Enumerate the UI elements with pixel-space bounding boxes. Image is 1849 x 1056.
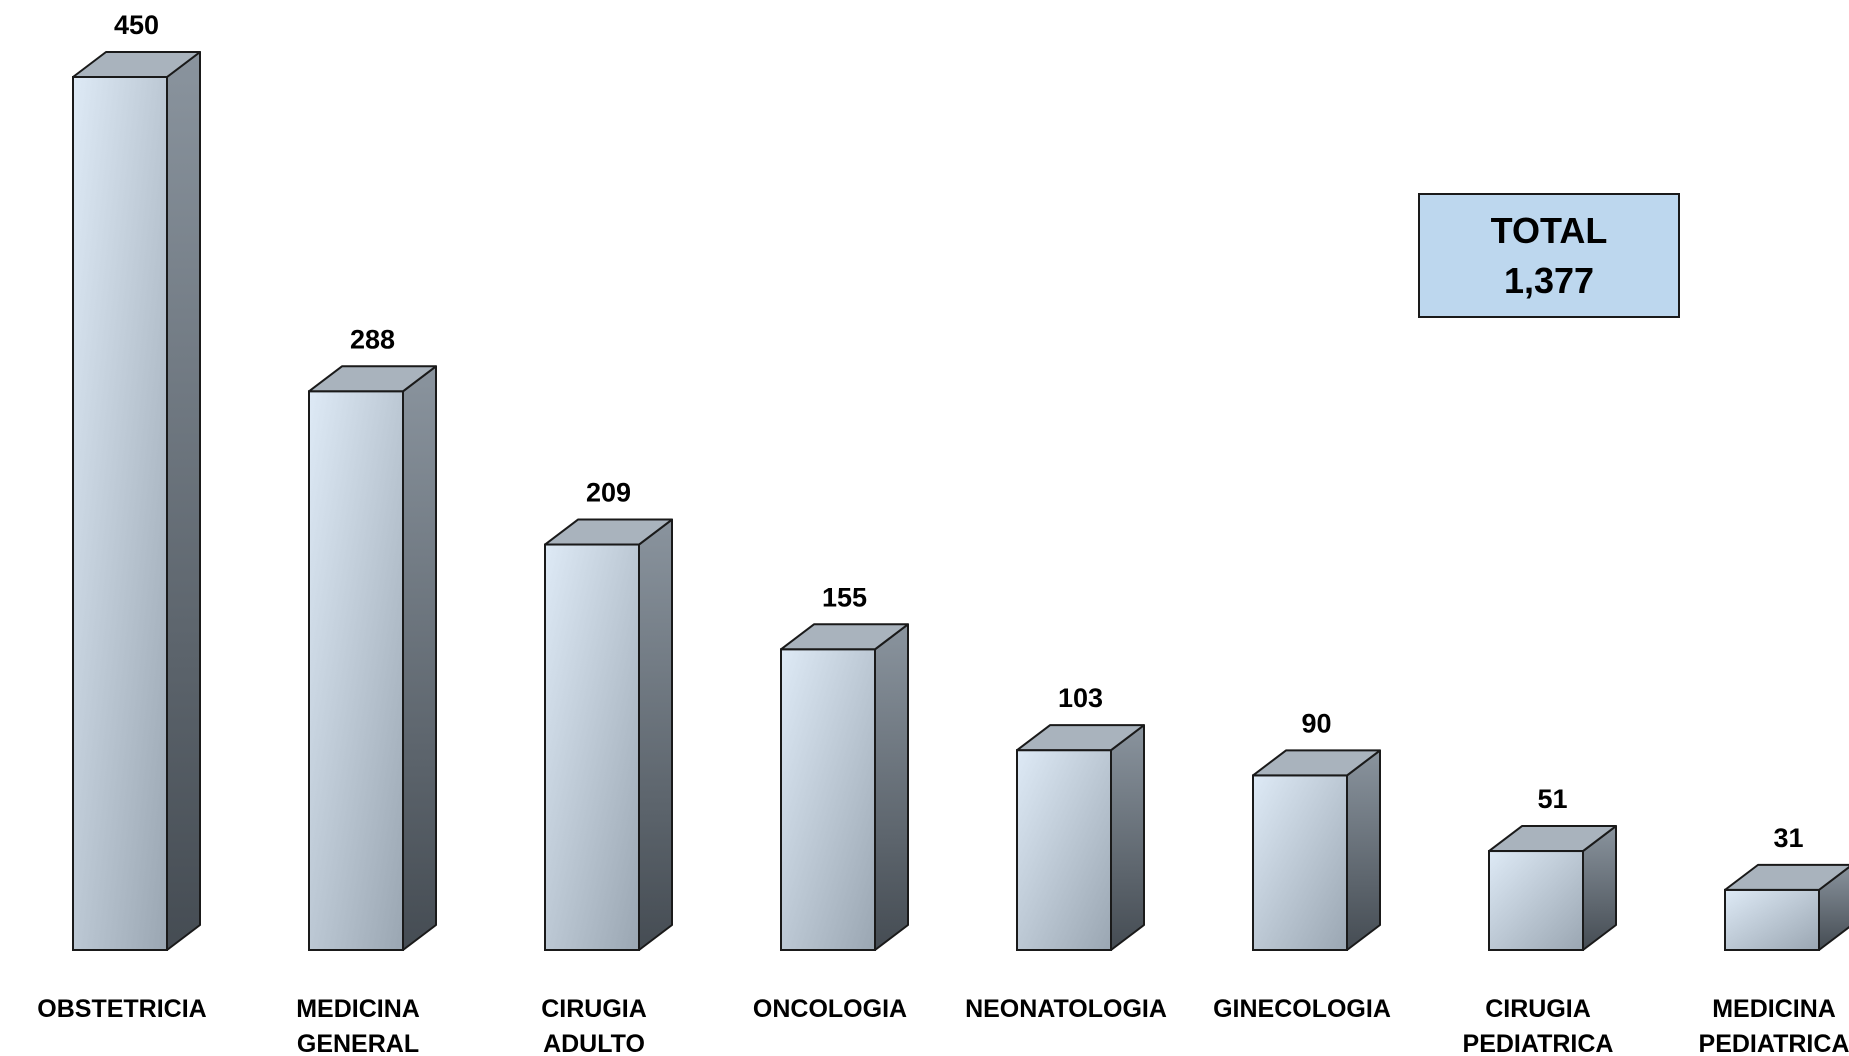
- bar: [72, 51, 201, 951]
- bar-value-label: 51: [1537, 784, 1567, 814]
- bar-top-face: [1488, 825, 1617, 853]
- category-label: NEONATOLOGIA: [965, 995, 1167, 1023]
- category-label: CIRUGIA: [1485, 995, 1591, 1023]
- bar: [1252, 749, 1381, 952]
- bar-front-face: [308, 390, 404, 951]
- bar-value-label: 288: [350, 324, 395, 354]
- bar-value-label: 103: [1058, 683, 1103, 713]
- value-labels-group: 450 288 209 155 103 90 51 31: [114, 10, 1804, 853]
- bar-side-face: [874, 623, 909, 951]
- bar-front-face: [72, 76, 168, 951]
- bar-front-face: [1252, 774, 1348, 952]
- category-label: OBSTETRICIA: [37, 995, 206, 1023]
- bar-front-face: [780, 648, 876, 951]
- category-labels-group: OBSTETRICIA MEDICINA GENERAL CIRUGIA ADULTO O…: [37, 995, 1849, 1056]
- bar-side-face: [638, 518, 673, 951]
- bar-top-face: [1016, 724, 1145, 752]
- bar-front-face: [544, 543, 640, 951]
- bar-value-label: 90: [1301, 708, 1331, 738]
- bar: [308, 365, 437, 951]
- total-box: TOTAL 1,377: [1418, 193, 1680, 318]
- total-label: TOTAL: [1490, 209, 1608, 251]
- category-label: GENERAL: [297, 1030, 419, 1056]
- category-label: CIRUGIA: [541, 995, 647, 1023]
- bar-top-face: [1724, 863, 1849, 891]
- bars-group: [72, 51, 1849, 952]
- bar-front-face: [1488, 850, 1584, 951]
- bar-top-face: [72, 51, 201, 78]
- bar-side-face: [1110, 724, 1145, 951]
- bar-value-label: 209: [586, 478, 631, 508]
- bar-front-face: [1016, 749, 1112, 951]
- bar-top-face: [1252, 749, 1381, 777]
- bar-top-face: [780, 623, 909, 651]
- bar-top-face: [544, 518, 673, 546]
- category-label: ADULTO: [543, 1030, 645, 1056]
- category-label: MEDICINA: [1712, 995, 1836, 1023]
- bar-side-face: [1346, 749, 1381, 951]
- category-label: GINECOLOGIA: [1213, 995, 1391, 1023]
- category-label: PEDIATRICA: [1463, 1030, 1614, 1056]
- bar-top-face: [308, 365, 437, 393]
- total-value: 1,377: [1503, 259, 1595, 301]
- bar-side-face: [166, 51, 201, 951]
- category-label: MEDICINA: [296, 995, 420, 1023]
- bar-front-face: [1724, 888, 1820, 951]
- bar-side-face: [402, 365, 437, 951]
- bar-value-label: 31: [1773, 823, 1803, 853]
- bar: [1016, 724, 1145, 951]
- bar-value-label: 450: [114, 10, 159, 40]
- category-label: PEDIATRICA: [1699, 1030, 1849, 1056]
- bar-value-label: 155: [822, 582, 867, 612]
- bar: [780, 623, 909, 951]
- bar: [544, 518, 673, 951]
- category-label: ONCOLOGIA: [753, 995, 907, 1023]
- bar: [1724, 863, 1849, 951]
- bar: [1488, 825, 1617, 951]
